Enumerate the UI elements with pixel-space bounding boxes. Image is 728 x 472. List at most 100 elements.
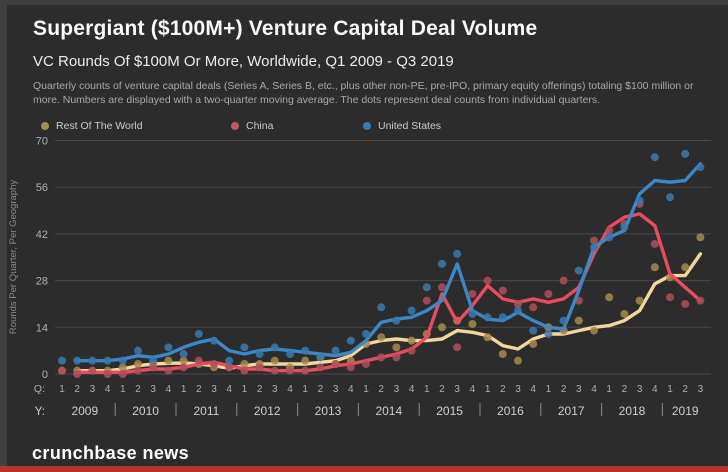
dot-china [696,296,705,305]
dot-united-states [164,343,173,352]
dot-rest-of-the-world [574,316,583,325]
xtick-quarter: 3 [576,384,582,395]
legend: Rest Of The World China United States [0,120,728,136]
dot-rest-of-the-world [635,296,644,305]
year-axis-prefix: Y: [35,406,45,418]
xtick-year-2009: 2009 [71,404,98,418]
dot-china [438,283,446,292]
dot-rest-of-the-world [681,263,690,272]
xtick-year-2017: 2017 [558,404,585,418]
xtick-year-2010: 2010 [132,404,159,418]
ytick-label-0: 0 [42,369,48,381]
dot-china [103,370,112,378]
dot-united-states [422,283,431,292]
ma-line-united-states [75,162,703,363]
dot-united-states [270,343,279,352]
xtick-quarter: 3 [211,384,217,395]
xtick-quarter: 2 [682,384,688,395]
dot-united-states [666,193,674,202]
dot-rest-of-the-world [179,356,188,365]
xtick-quarter: 3 [333,384,339,395]
dot-china [483,276,492,285]
xtick-quarter: 2 [561,384,567,395]
dot-rest-of-the-world [696,233,705,242]
dot-united-states [650,153,659,162]
xtick-quarter: 4 [348,384,354,395]
dot-rest-of-the-world [605,293,614,302]
dot-united-states [316,353,325,362]
dot-united-states [134,346,142,355]
dot-united-states [331,346,340,355]
dot-united-states [696,163,705,172]
xtick-quarter: 3 [637,384,643,395]
dot-rest-of-the-world [438,323,446,332]
dot-united-states [179,349,188,358]
dot-china [681,299,690,308]
legend-item-china: China [231,120,273,132]
dot-united-states [58,356,66,365]
dot-united-states [498,313,507,322]
xtick-year-2014: 2014 [375,404,402,418]
dot-china [73,370,82,378]
dot-rest-of-the-world [590,326,598,335]
dot-china [164,366,173,375]
dot-china [210,359,218,368]
xtick-quarter: 3 [698,384,704,395]
xtick-quarter: 1 [424,384,430,395]
legend-item-united-states: United States [363,120,441,132]
xtick-quarter: 1 [302,384,308,395]
dot-united-states [240,343,249,352]
dot-united-states [635,196,644,205]
dot-china [392,353,401,362]
brand-logo: crunchbase news [32,443,190,463]
xtick-year-2018: 2018 [619,404,646,418]
dot-united-states [225,356,234,365]
dot-china [453,343,462,352]
dot-china [468,289,477,298]
xtick-quarter: 2 [622,384,628,395]
dot-united-states [392,316,401,325]
dot-china [559,276,568,285]
xtick-quarter: 2 [135,384,141,395]
xtick-year-2019: 2019 [672,404,699,418]
xtick-quarter: 1 [363,384,369,395]
xtick-quarter: 1 [485,384,491,395]
dot-china [134,366,142,375]
brand-red-bar [0,466,728,472]
dot-china [590,236,598,245]
dot-china [255,363,264,372]
xtick-quarter: 1 [120,384,126,395]
xtick-quarter: 4 [226,384,232,395]
dot-rest-of-the-world [270,356,279,365]
dot-united-states [438,259,446,268]
ytick-label-56: 56 [36,182,48,194]
dot-united-states [681,149,690,158]
dot-china [194,356,203,365]
xtick-quarter: 3 [394,384,400,395]
dot-china [88,366,97,375]
legend-dot-united-states-icon [363,122,371,130]
dot-rest-of-the-world [392,343,401,352]
dot-united-states [362,329,370,338]
dot-china [225,363,234,372]
xtick-quarter: 2 [439,384,445,395]
dot-china [286,366,294,375]
xtick-quarter: 3 [515,384,521,395]
dot-united-states [210,336,218,345]
dot-rest-of-the-world [301,356,310,365]
dot-china [650,239,659,248]
dot-united-states [286,349,294,358]
legend-dot-china-icon [231,122,239,130]
xtick-quarter: 1 [242,384,248,395]
chart-description: Quarterly counts of venture capital deal… [33,80,694,106]
xtick-year-2012: 2012 [254,404,281,418]
legend-dot-rest-of-world-icon [41,122,49,130]
dot-china [331,359,340,368]
dot-united-states [453,249,462,258]
dot-united-states [590,243,598,252]
ytick-label-70: 70 [36,136,48,148]
xtick-quarter: 4 [166,384,172,395]
dot-united-states [544,329,553,338]
